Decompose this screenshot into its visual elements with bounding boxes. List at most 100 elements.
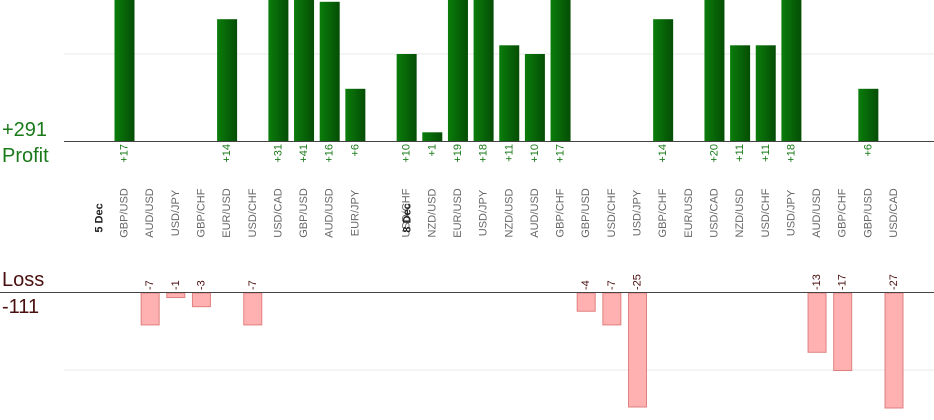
loss-bar: [833, 292, 853, 372]
category-label: AUD/USD: [811, 188, 823, 238]
category-label: GBP/CHF: [195, 188, 207, 237]
category-label: USD/CHF: [760, 188, 772, 237]
profit-bar: [550, 0, 571, 141]
loss-bar: [140, 292, 160, 326]
category-label: NZD/USD: [503, 189, 515, 238]
loss-label: Loss: [2, 269, 45, 291]
profit-bar: [524, 54, 545, 141]
loss-value-label: -1: [170, 280, 182, 290]
profit-value-label: +11: [734, 144, 746, 162]
profit-value-label: +14: [221, 144, 233, 163]
profit-value-label: +31: [272, 144, 284, 163]
profit-value-label: +6: [862, 144, 874, 157]
profit-bar: [704, 0, 725, 141]
category-label: GBP/USD: [119, 188, 131, 238]
loss-value-label: -7: [606, 280, 618, 290]
profit-bar: [653, 19, 674, 142]
category-label: GBP/USD: [580, 188, 592, 238]
loss-bar: [191, 292, 211, 308]
date-label: 8 Dec: [401, 203, 413, 232]
profit-value-label: +16: [324, 144, 336, 163]
profit-value-label: +17: [119, 144, 131, 163]
loss-total: -111: [2, 296, 40, 318]
profit-bar: [217, 19, 238, 142]
category-label: USD/JPY: [170, 189, 182, 236]
profit-value-label: +1: [426, 144, 438, 157]
profit-value-label: +11: [760, 144, 772, 162]
profit-value-label: +10: [529, 144, 541, 163]
loss-value-label: -27: [888, 274, 900, 290]
loss-value-labels: -7 -1 -3 -7 -4 -7 -25 -13 -17 -27: [144, 274, 900, 290]
loss-bars: [140, 292, 904, 409]
category-label: AUD/USD: [529, 188, 541, 238]
profit-bar: [268, 0, 289, 141]
category-labels: GBP/USD AUD/USD USD/JPY GBP/CHF EUR/USD USD/C…: [119, 188, 901, 238]
profit-value-label: +18: [785, 144, 797, 163]
profit-bar: [473, 0, 494, 141]
profit-label: Profit: [2, 145, 49, 167]
profit-bars: [114, 0, 879, 142]
category-label: EUR/USD: [683, 188, 695, 238]
loss-value-label: -3: [195, 280, 207, 290]
profit-value-label: +10: [401, 144, 413, 163]
profit-bar: [755, 45, 776, 141]
category-label: NZD/USD: [426, 189, 438, 238]
category-label: GBP/CHF: [657, 188, 669, 237]
category-label: USD/CHF: [606, 188, 618, 237]
loss-value-label: -25: [632, 274, 644, 290]
loss-bar: [884, 292, 904, 409]
profit-bar: [422, 132, 443, 141]
category-label: EUR/USD: [452, 188, 464, 238]
category-label: USD/JPY: [478, 189, 490, 236]
profit-bar: [319, 1, 340, 141]
profit-bar: [447, 0, 468, 141]
profit-value-label: +20: [708, 144, 720, 163]
profit-value-label: +6: [349, 144, 361, 157]
category-label: USD/CAD: [708, 188, 720, 238]
profit-value-label: +18: [478, 144, 490, 163]
loss-value-label: -7: [144, 280, 156, 290]
profit-bar: [294, 0, 315, 141]
profit-total: +291: [2, 119, 48, 141]
loss-bar: [602, 292, 622, 326]
profit-value-label: +11: [503, 144, 515, 162]
category-label: GBP/USD: [862, 188, 874, 238]
category-label: AUD/USD: [324, 188, 336, 238]
loss-value-label: -17: [837, 274, 849, 290]
profit-value-label: +14: [657, 144, 669, 163]
profit-bar: [345, 88, 366, 141]
loss-bar: [628, 292, 647, 408]
loss-value-label: -13: [811, 274, 823, 290]
category-label: USD/CAD: [888, 188, 900, 238]
loss-value-label: -4: [580, 280, 592, 290]
category-label: EUR/JPY: [349, 189, 361, 236]
category-label: USD/CAD: [272, 188, 284, 238]
loss-bar: [243, 292, 263, 326]
profit-bar: [114, 0, 135, 141]
loss-bar: [166, 292, 186, 299]
category-label: GBP/CHF: [837, 188, 849, 237]
profit-bar: [499, 45, 520, 141]
loss-value-label: -7: [247, 280, 259, 290]
profit-bar: [396, 54, 417, 141]
profit-bar: [781, 0, 802, 141]
date-label: 5 Dec: [94, 203, 106, 232]
date-labels: 5 Dec 8 Dec: [94, 203, 414, 232]
category-label: GBP/CHF: [555, 188, 567, 237]
profit-bar: [858, 88, 879, 141]
profit-value-label: +41: [298, 144, 310, 163]
profit-value-label: +17: [555, 144, 567, 163]
loss-bar: [576, 292, 596, 312]
category-label: EUR/USD: [221, 188, 233, 238]
profit-value-labels: +17 +14 +31 +41 +16 +6 +10 +1 +19 +18 +11 +10 +17 +14…: [119, 144, 875, 163]
category-label: AUD/USD: [144, 188, 156, 238]
category-label: NZD/USD: [734, 189, 746, 238]
category-label: GBP/USD: [298, 188, 310, 238]
loss-bar: [807, 292, 827, 353]
category-label: USD/CHF: [247, 188, 259, 237]
category-label: USD/JPY: [632, 189, 644, 236]
category-label: USD/JPY: [785, 189, 797, 236]
profit-bar: [730, 45, 751, 141]
category-label: USD/CHF: [401, 188, 413, 237]
